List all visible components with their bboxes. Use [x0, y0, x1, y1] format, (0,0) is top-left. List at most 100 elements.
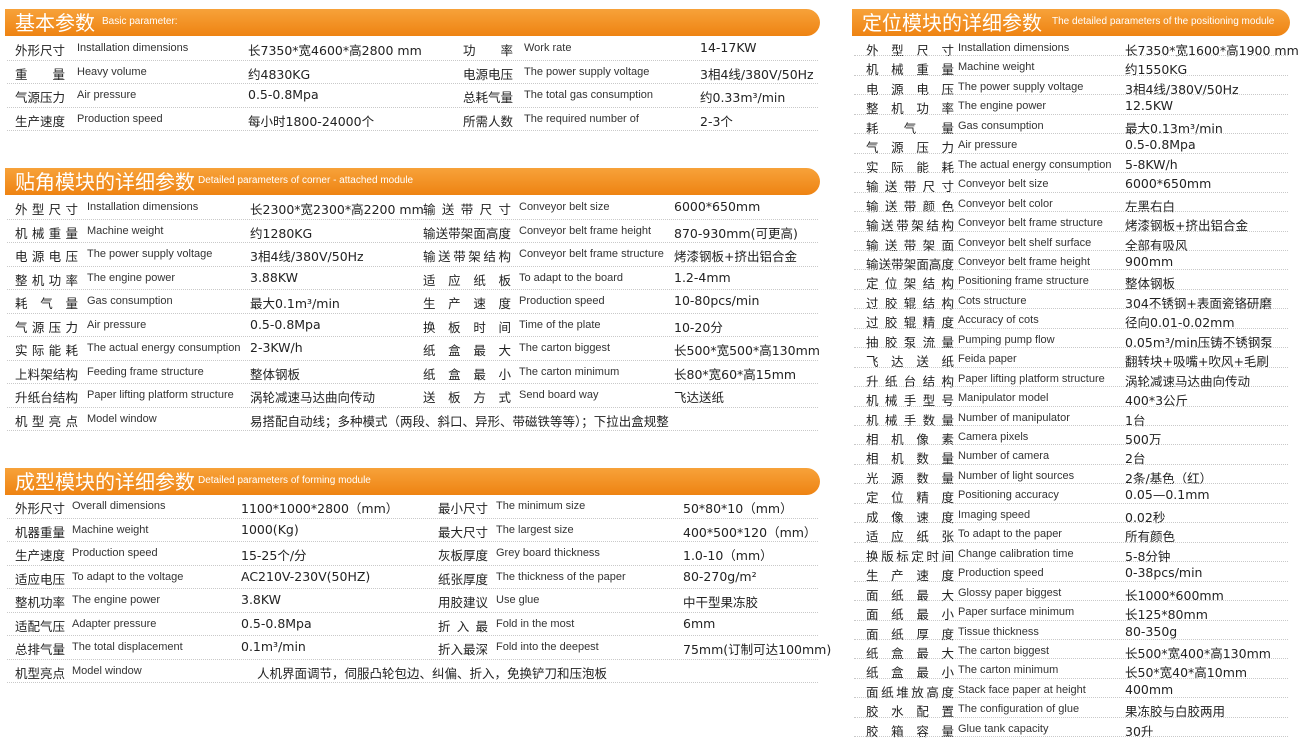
- label-zh: 生产速度: [866, 568, 954, 584]
- value: 涡轮减速马达曲向传动: [1125, 373, 1251, 389]
- label-zh: 用胶建议: [438, 595, 488, 610]
- value: 5-8KW/h: [1125, 156, 1178, 172]
- row-divider: [854, 230, 1288, 232]
- label-zh: 机械重量: [866, 62, 954, 78]
- label-zh: 光源数量: [866, 470, 954, 486]
- value: 1.2-4mm: [674, 269, 731, 285]
- row-divider: [7, 611, 818, 613]
- label-en: Machine weight: [958, 61, 1035, 74]
- value: 整体钢板: [1125, 276, 1176, 292]
- label-en: Model window: [87, 412, 157, 425]
- label-zh: 适应电压: [15, 571, 65, 587]
- value: 10-20分: [674, 319, 723, 335]
- label-zh: 抽胶泵流量: [866, 334, 954, 350]
- label-en: Number of manipulator: [958, 411, 1070, 424]
- label-en: Air pressure: [87, 318, 147, 331]
- value: 10-80pcs/min: [674, 293, 760, 308]
- value: 3.8KW: [241, 592, 281, 607]
- label-en: Heavy volume: [77, 65, 147, 78]
- label-zh: 胶水配置: [866, 704, 954, 720]
- label-en: To adapt to the paper: [958, 528, 1062, 541]
- section-title: 定位模块的详细参数: [862, 11, 1042, 35]
- value: 870-930mm(可更高): [674, 225, 798, 241]
- label-zh: 实际能耗: [866, 159, 954, 175]
- label-zh: 面纸最小: [866, 607, 954, 623]
- label-en: Fold in the most: [496, 617, 575, 630]
- row-divider: [7, 336, 818, 337]
- row-divider: [854, 94, 1288, 96]
- section-subtitle: Detailed parameters of forming module: [198, 475, 371, 486]
- label-en: Paper lifting platform structure: [87, 389, 234, 401]
- value: 1100*1000*2800（mm）: [241, 501, 399, 516]
- row-divider: [854, 113, 1288, 115]
- label-en: Pumping pump flow: [958, 333, 1055, 346]
- value: 飞达送纸: [674, 390, 725, 405]
- value: 3相4线/380V/50Hz: [700, 66, 814, 82]
- label-zh: 最小尺寸: [438, 501, 488, 516]
- label-zh: 输送带尺寸: [423, 202, 511, 217]
- label-en: Feida paper: [958, 353, 1017, 366]
- label-en: Conveyor belt shelf surface: [958, 236, 1092, 249]
- label-en: Fold into the deepest: [496, 641, 599, 653]
- label-zh: 气源压力: [866, 140, 954, 156]
- row-divider: [7, 359, 818, 361]
- row-divider: [7, 130, 818, 131]
- value: 涡轮减速马达曲向传动: [250, 390, 376, 405]
- value: 长7350*宽1600*高1900 mm: [1125, 43, 1299, 58]
- section-header: 成型模块的详细参数 Detailed parameters of forming …: [5, 468, 820, 495]
- row-divider: [854, 580, 1288, 582]
- label-zh: 上料架结构: [15, 366, 78, 382]
- value: 75mm(订制可达100mm): [683, 642, 832, 657]
- row-divider: [7, 635, 818, 636]
- label-en: Conveyor belt size: [958, 178, 1049, 191]
- label-zh: 生产速度: [423, 296, 511, 311]
- row-divider: [854, 677, 1288, 679]
- label-zh: 输送带颜色: [866, 198, 954, 214]
- row-divider: [7, 218, 818, 220]
- label-en: The minimum size: [496, 500, 586, 512]
- row-divider: [854, 347, 1288, 349]
- value: 5-8分钟: [1125, 548, 1171, 564]
- label-en: Production speed: [958, 567, 1044, 580]
- value: 1台: [1125, 412, 1146, 428]
- label-zh: 生产速度: [15, 548, 65, 563]
- label-zh: 输送带架结构: [866, 218, 954, 234]
- row-divider: [854, 133, 1288, 135]
- label-en: Camera pixels: [958, 431, 1029, 443]
- label-en: Overall dimensions: [72, 500, 166, 512]
- label-zh: 总耗气量: [463, 90, 513, 105]
- label-en: Cots structure: [958, 294, 1027, 307]
- label-en: The configuration of glue: [958, 703, 1080, 716]
- label-zh: 机械手型号: [866, 393, 954, 409]
- value: 0.05—0.1mm: [1125, 487, 1210, 503]
- row-divider: [7, 59, 818, 61]
- value: 最大0.1m³/min: [250, 296, 340, 311]
- label-zh: 定位架结构: [866, 276, 954, 292]
- label-en: Air pressure: [77, 89, 137, 101]
- value: 6mm: [683, 615, 716, 631]
- label-en: Number of light sources: [958, 469, 1075, 482]
- row-divider: [854, 716, 1288, 718]
- label-zh: 纸盒最大: [866, 645, 954, 661]
- row-divider: [854, 269, 1288, 271]
- label-zh: 成像速度: [866, 509, 954, 525]
- row-divider: [854, 600, 1288, 602]
- value: 约0.33m³/min: [700, 90, 786, 105]
- row-divider: [854, 541, 1288, 543]
- label-zh: 外型尺寸: [866, 43, 954, 58]
- value: 304不锈钢+表面瓷铬研磨: [1125, 295, 1272, 311]
- value: 6000*650mm: [1125, 176, 1212, 192]
- value: 400*3公斤: [1125, 393, 1189, 409]
- label-en: Glossy paper biggest: [958, 586, 1062, 599]
- label-zh: 适应纸张: [866, 529, 954, 545]
- label-zh: 飞达送纸: [866, 354, 954, 370]
- label-en: Send board way: [519, 389, 599, 401]
- label-zh: 输送带架面高度: [866, 256, 954, 272]
- label-en: The engine power: [87, 271, 176, 284]
- row-divider: [854, 425, 1288, 426]
- label-en: Stack face paper at height: [958, 683, 1086, 696]
- value: 0.5-0.8Mpa: [248, 87, 319, 102]
- row-divider: [854, 55, 1288, 57]
- label-zh: 过胶辊结构: [866, 295, 954, 311]
- value: 长500*宽500*高130mm: [674, 343, 820, 358]
